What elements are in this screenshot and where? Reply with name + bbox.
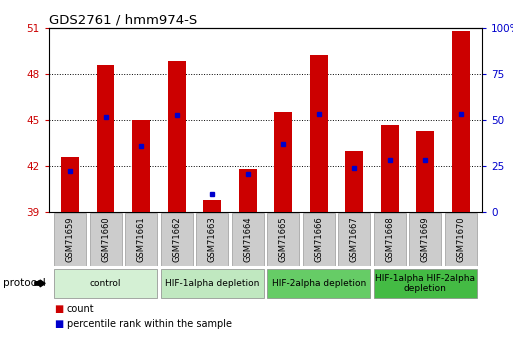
Text: GSM71669: GSM71669 <box>421 217 430 263</box>
Bar <box>97 65 114 212</box>
Text: GSM71670: GSM71670 <box>457 217 465 263</box>
Bar <box>232 213 264 266</box>
Text: GSM71668: GSM71668 <box>385 217 394 263</box>
Text: control: control <box>90 279 122 288</box>
Text: HIF-1alpha HIF-2alpha
depletion: HIF-1alpha HIF-2alpha depletion <box>376 274 476 293</box>
Bar <box>310 55 328 212</box>
Bar <box>168 61 186 212</box>
Bar <box>409 213 441 266</box>
Bar <box>374 213 406 266</box>
Text: GSM71663: GSM71663 <box>208 217 216 263</box>
Bar <box>267 269 370 298</box>
Text: GSM71660: GSM71660 <box>101 217 110 263</box>
Bar <box>274 112 292 212</box>
Bar <box>452 31 470 212</box>
Text: GSM71667: GSM71667 <box>350 217 359 263</box>
Bar <box>267 213 299 266</box>
Bar <box>125 213 157 266</box>
Text: GSM71666: GSM71666 <box>314 217 323 263</box>
Text: GSM71662: GSM71662 <box>172 217 181 263</box>
Text: GSM71661: GSM71661 <box>136 217 146 263</box>
Bar <box>345 151 363 212</box>
Bar <box>445 213 477 266</box>
Bar <box>196 213 228 266</box>
Bar <box>161 269 264 298</box>
Text: ■: ■ <box>54 319 63 329</box>
Bar <box>54 269 157 298</box>
Text: count: count <box>67 304 94 314</box>
Text: GSM71664: GSM71664 <box>243 217 252 263</box>
Bar <box>338 213 370 266</box>
Bar <box>90 213 122 266</box>
Bar <box>54 213 86 266</box>
Text: HIF-2alpha depletion: HIF-2alpha depletion <box>272 279 366 288</box>
Bar <box>61 157 79 212</box>
Bar <box>374 269 477 298</box>
Bar <box>132 120 150 212</box>
Text: GSM71665: GSM71665 <box>279 217 288 263</box>
Bar <box>203 200 221 212</box>
Bar <box>381 125 399 212</box>
Bar <box>303 213 335 266</box>
Text: GSM71659: GSM71659 <box>66 217 74 262</box>
Bar <box>417 131 434 212</box>
Bar <box>239 169 256 212</box>
Text: HIF-1alpha depletion: HIF-1alpha depletion <box>165 279 260 288</box>
Text: ■: ■ <box>54 304 63 314</box>
Bar <box>161 213 193 266</box>
Text: GDS2761 / hmm974-S: GDS2761 / hmm974-S <box>49 13 197 27</box>
Text: protocol: protocol <box>3 278 45 288</box>
Text: percentile rank within the sample: percentile rank within the sample <box>67 319 232 329</box>
